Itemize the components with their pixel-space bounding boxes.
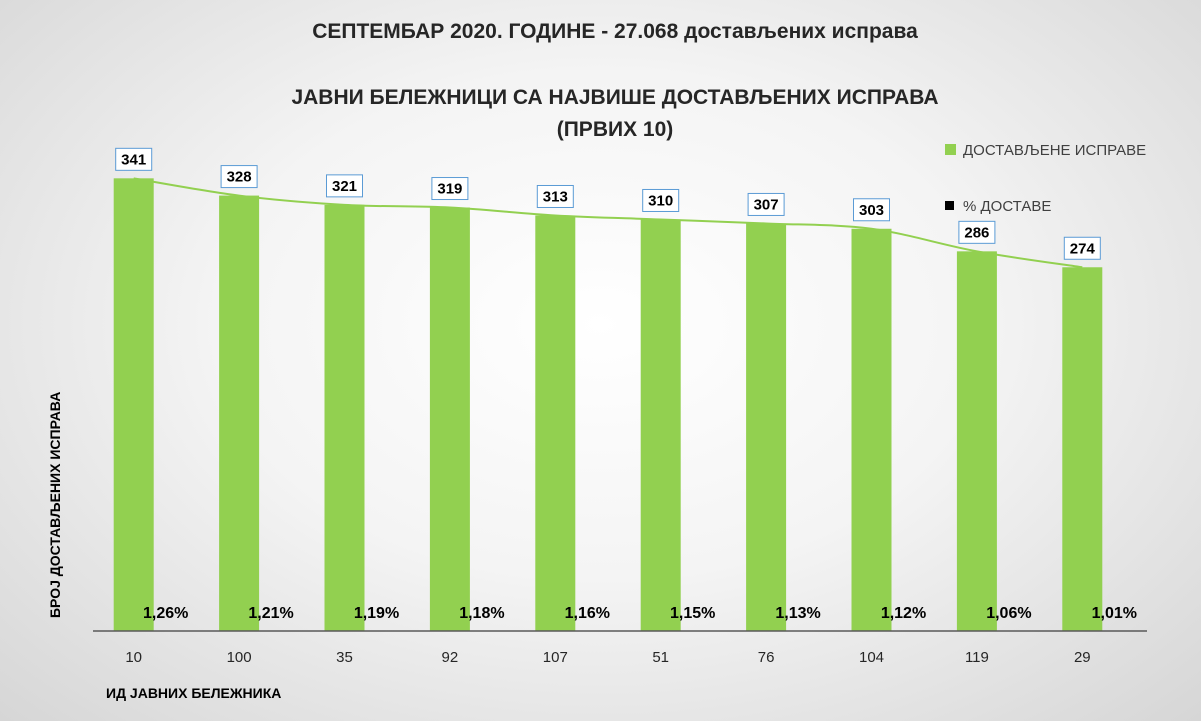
x-tick-label: 35	[336, 649, 353, 666]
bar	[1062, 267, 1103, 631]
data-label-box	[220, 165, 258, 189]
data-label: 321	[332, 178, 357, 195]
data-label-box	[1063, 236, 1101, 260]
data-label-box	[853, 198, 890, 222]
data-label-box	[642, 188, 680, 212]
x-tick-label: 92	[442, 649, 459, 666]
data-label-box	[536, 184, 574, 208]
bar	[429, 207, 470, 631]
bar-series	[113, 178, 1103, 631]
x-axis-title: ИД ЈАВНИХ БЕЛЕЖНИКА	[106, 685, 281, 701]
data-label: 274	[1070, 240, 1096, 257]
data-label: 310	[648, 192, 673, 209]
data-label: 303	[859, 202, 884, 219]
data-label-box	[326, 174, 363, 198]
percent-label: 1,15%	[670, 605, 715, 622]
bar	[535, 215, 576, 631]
percent-label: 1,13%	[775, 605, 820, 622]
data-label-box	[747, 192, 785, 216]
y-axis-title: БРОЈ ДОСТАВЉЕНИХ ИСПРАВА	[47, 392, 63, 618]
value-labels: 341 328 321 319 313 310 307 303 286 274	[115, 147, 1101, 260]
data-label: 319	[437, 181, 462, 198]
data-label: 313	[543, 188, 568, 205]
x-tick-label: 100	[227, 649, 252, 666]
percent-labels: 1,26% 1,21% 1,19% 1,18% 1,16% 1,15% 1,13% 1,12%…	[143, 605, 1137, 622]
chart-subtitle-line2: (ПРВИХ 10)	[557, 118, 674, 141]
x-tick-label: 104	[859, 649, 884, 666]
x-tick-label: 119	[965, 649, 989, 666]
percent-label: 1,19%	[354, 605, 399, 622]
bar	[956, 251, 997, 631]
x-tick-label: 10	[125, 649, 142, 666]
bar	[219, 195, 260, 631]
legend-label-percent: % ДОСТАВЕ	[963, 198, 1051, 215]
data-label-box	[958, 220, 996, 244]
legend-label-delivered: ДОСТАВЉЕНЕ ИСПРАВЕ	[963, 142, 1146, 159]
percent-label: 1,12%	[881, 605, 926, 622]
data-label: 307	[754, 196, 779, 213]
legend-swatch-percent	[945, 201, 954, 210]
legend-swatch-delivered	[945, 144, 956, 155]
x-tick-labels: 10 100 35 92 107 51 76 104 119 29	[125, 649, 1090, 666]
percent-label: 1,01%	[1092, 605, 1137, 622]
x-tick-label: 29	[1074, 649, 1091, 666]
data-label: 328	[227, 169, 252, 186]
data-label-box	[431, 177, 469, 201]
chart-title: СЕПТЕМБАР 2020. ГОДИНЕ - 27.068 доставље…	[312, 20, 918, 43]
bar	[113, 178, 154, 631]
data-label-box	[115, 147, 153, 171]
percent-label: 1,18%	[459, 605, 504, 622]
legend: ДОСТАВЉЕНЕ ИСПРАВЕ % ДОСТАВЕ	[945, 142, 1146, 215]
bar	[640, 219, 681, 631]
percent-label: 1,16%	[565, 605, 610, 622]
percent-label: 1,26%	[143, 605, 188, 622]
bar	[746, 223, 787, 631]
data-label: 341	[121, 151, 146, 168]
x-tick-label: 76	[758, 649, 775, 666]
x-tick-label: 51	[652, 649, 669, 666]
bar	[324, 204, 365, 631]
bar	[851, 228, 892, 631]
data-label: 286	[964, 224, 989, 241]
trend-line	[133, 177, 1083, 269]
x-tick-label: 107	[543, 649, 568, 666]
percent-label: 1,21%	[248, 605, 293, 622]
percent-label: 1,06%	[986, 605, 1031, 622]
chart-subtitle-line1: ЈАВНИ БЕЛЕЖНИЦИ СА НАЈВИШЕ ДОСТАВЉЕНИХ И…	[291, 86, 938, 109]
